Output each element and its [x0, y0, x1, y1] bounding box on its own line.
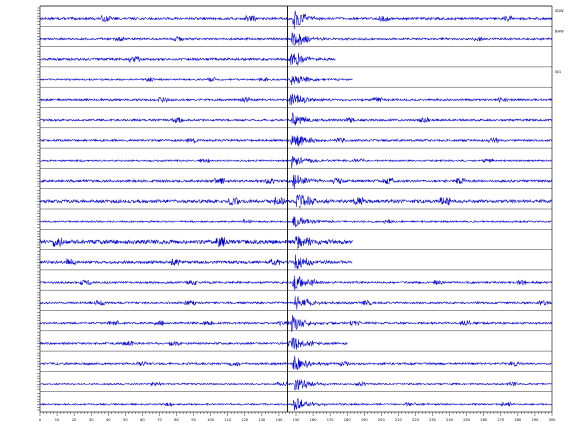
x-tick-label: 180 [344, 418, 352, 422]
x-tick-label: 50 [123, 418, 128, 422]
phase-pick-label: P [297, 246, 300, 250]
waveform-trace [39, 379, 553, 391]
x-tick-label: 20 [72, 418, 77, 422]
x-tick-label: 110 [224, 418, 232, 422]
phase-pick-label: P [294, 43, 297, 47]
x-tick-label: 90 [191, 418, 196, 422]
trace-row [37, 330, 552, 350]
trace-row [37, 127, 553, 147]
trace-row: P [37, 229, 552, 250]
x-tick-label: 10 [55, 418, 60, 422]
x-tick-label: 210 [395, 418, 403, 422]
waveform-trace [39, 112, 553, 126]
x-tick-label: 200 [378, 418, 386, 422]
trace-row [37, 46, 552, 67]
waveform-trace [39, 155, 553, 168]
trace-row: SDW [37, 5, 564, 29]
x-tick-label: 230 [429, 418, 437, 422]
station-label: SDW [555, 9, 564, 13]
x-tick-label: 140 [276, 418, 284, 422]
x-tick-label: 290 [532, 418, 540, 422]
x-tick-label: 150 [293, 418, 301, 422]
x-tick-label: 260 [480, 418, 488, 422]
trace-row [37, 147, 553, 168]
x-tick-label: 240 [446, 418, 454, 422]
trace-row [37, 350, 553, 371]
x-tick-label: 160 [310, 418, 318, 422]
waveform-trace [39, 397, 553, 411]
waveform-trace [39, 254, 353, 270]
x-tick-label: 60 [140, 418, 145, 422]
phase-pick-label: P [299, 205, 302, 209]
waveform-trace [39, 194, 553, 207]
waveform-trace [39, 93, 553, 106]
x-tick-label: 80 [174, 418, 179, 422]
x-tick-label: 40 [106, 418, 111, 422]
trace-row: BHW P [37, 26, 564, 47]
trace-row [37, 86, 553, 106]
x-tick-label: 280 [514, 418, 522, 422]
waveform-trace [39, 174, 553, 189]
x-tick-label: 190 [361, 418, 369, 422]
x-tick-label: 250 [463, 418, 471, 422]
waveform-trace [39, 275, 553, 291]
waveform-trace [39, 235, 353, 248]
trace-row [37, 371, 553, 391]
trace-row [37, 208, 553, 228]
trace-row [37, 391, 553, 411]
waveform-trace [39, 314, 553, 332]
trace-row [37, 310, 553, 332]
x-tick-label: 120 [241, 418, 249, 422]
station-label: SJG [555, 70, 561, 74]
waveform-trace [39, 216, 553, 228]
trace-row [37, 168, 553, 189]
trace-row [37, 269, 553, 291]
x-tick-label: 300 [549, 418, 557, 422]
waveform-trace [39, 296, 553, 310]
waveform-trace [39, 32, 553, 46]
waveform-trace [39, 337, 348, 350]
x-tick-label: 30 [89, 418, 94, 422]
x-tick-label: 270 [497, 418, 505, 422]
waveform-trace [39, 355, 553, 371]
waveform-trace [39, 76, 353, 86]
waveform-trace [39, 135, 553, 147]
trace-row: SJG [37, 66, 561, 86]
waveform-trace [39, 10, 553, 29]
trace-row [37, 249, 552, 270]
waveform-trace [39, 52, 336, 67]
trace-row [37, 290, 553, 310]
x-tick-label: 70 [157, 418, 162, 422]
trace-row: P [37, 188, 553, 209]
x-tick-label: 170 [327, 418, 335, 422]
trace-row [37, 107, 553, 127]
x-tick-label: 130 [258, 418, 266, 422]
x-tick-label: 0 [39, 418, 42, 422]
x-tick-label: 100 [207, 418, 215, 422]
station-label: BHW [555, 29, 564, 33]
x-tick-label: 220 [412, 418, 420, 422]
